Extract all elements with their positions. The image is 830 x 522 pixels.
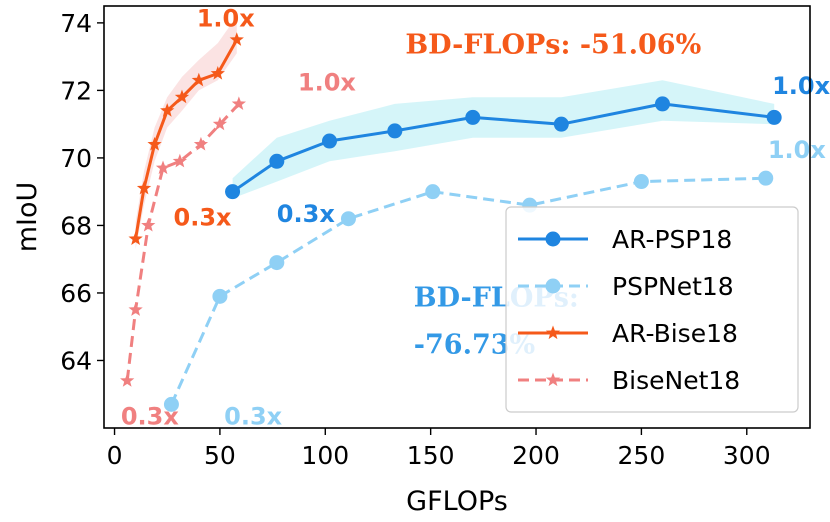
multiplier-annotation: 0.3x bbox=[121, 403, 180, 431]
bisenet18-point bbox=[155, 160, 171, 175]
legend-marker bbox=[545, 231, 561, 247]
y-tick-label: 74 bbox=[60, 9, 92, 38]
pspnet18-point bbox=[269, 255, 285, 271]
series-markers bbox=[120, 32, 782, 412]
y-tick-label: 72 bbox=[60, 76, 92, 105]
legend-marker bbox=[545, 372, 561, 387]
x-axis-title: GFLOPs bbox=[406, 486, 508, 517]
bisenet18-point bbox=[212, 116, 228, 131]
x-axis-ticks: 0 50 100 150 200 250 300 bbox=[107, 428, 771, 470]
pspnet18-point bbox=[425, 184, 441, 200]
x-tick-label: 200 bbox=[512, 441, 560, 470]
legend-box bbox=[505, 206, 799, 413]
pspnet18-point bbox=[758, 170, 774, 186]
legend-label: AR-PSP18 bbox=[612, 225, 732, 254]
x-tick-label: 150 bbox=[407, 441, 455, 470]
multiplier-annotation: 0.3x bbox=[174, 203, 233, 231]
ar-psp18-point bbox=[465, 109, 481, 125]
pspnet18-point bbox=[212, 288, 228, 304]
x-tick-label: 0 bbox=[107, 441, 123, 470]
multiplier-annotation: 1.0x bbox=[298, 68, 357, 96]
legend-label: AR-Bise18 bbox=[612, 319, 738, 348]
ar-bise18-line bbox=[134, 39, 239, 240]
ar-psp18-point bbox=[553, 116, 569, 132]
legend-label: PSPNet18 bbox=[612, 272, 734, 301]
ar-bise18-point bbox=[128, 231, 143, 246]
ar-bise18-point bbox=[136, 180, 152, 195]
bisenet18-point bbox=[128, 302, 143, 316]
multiplier-annotation: 1.0x bbox=[197, 4, 256, 32]
x-tick-label: 250 bbox=[618, 441, 666, 470]
pspnet18-point bbox=[340, 211, 356, 227]
legend-label: BiseNet18 bbox=[612, 366, 740, 395]
x-tick-label: 300 bbox=[723, 441, 771, 470]
y-tick-label: 66 bbox=[60, 279, 92, 308]
ar-psp18-point bbox=[387, 123, 403, 139]
ar-bise18-point bbox=[160, 103, 175, 117]
bisenet18-point bbox=[120, 373, 135, 387]
series-lines bbox=[125, 39, 775, 406]
x-tick-label: 100 bbox=[301, 441, 349, 470]
y-tick-label: 68 bbox=[60, 211, 92, 240]
ar-psp18-point bbox=[225, 184, 241, 200]
ar-bise18-point bbox=[191, 72, 206, 87]
multiplier-annotation: 1.0x bbox=[768, 136, 827, 164]
y-tick-label: 64 bbox=[60, 346, 92, 375]
ar-psp18-point bbox=[321, 133, 337, 149]
y-tick-label: 70 bbox=[60, 144, 92, 173]
ar-bise18-point bbox=[174, 89, 190, 104]
y-axis-title: mIoU bbox=[12, 182, 43, 253]
ar-psp18-line bbox=[231, 102, 775, 193]
bisenet18-point bbox=[141, 217, 156, 232]
ar-psp18-point bbox=[766, 109, 782, 125]
bisenet18-point bbox=[231, 96, 247, 110]
multiplier-annotation: 1.0x bbox=[772, 72, 830, 100]
x-tick-label: 50 bbox=[204, 441, 236, 470]
bisenet18-point bbox=[172, 153, 187, 168]
multiplier-annotation: 0.3x bbox=[277, 200, 336, 228]
multiplier-annotation: 0.3x bbox=[224, 403, 283, 431]
bisenet18-line bbox=[125, 102, 240, 381]
annotations: 1.0x 0.3x 1.0x 0.3x 0.3x 1.0x 0.3x 1.0x BD-FLOPs… bbox=[121, 4, 830, 430]
pspnet18-point bbox=[633, 174, 649, 190]
legend-marker bbox=[545, 325, 561, 340]
bd-flops-annotation: BD-FLOPs: -51.06% bbox=[405, 29, 701, 60]
plot-frame bbox=[103, 5, 811, 429]
ar-bise18-point bbox=[210, 66, 225, 80]
ar-bise18-point bbox=[229, 32, 244, 46]
ar-psp18-point bbox=[269, 153, 285, 169]
pspnet18-point bbox=[163, 396, 179, 412]
legend-marker bbox=[545, 278, 561, 294]
pspnet18-line bbox=[170, 176, 766, 406]
bisenet18-point bbox=[193, 136, 209, 151]
legend: AR-PSP18 PSPNet18 AR-Bise18 BiseNet18 bbox=[505, 206, 799, 413]
y-axis-ticks: 64 66 68 70 72 74 bbox=[60, 9, 104, 375]
ar-bise18-point bbox=[147, 136, 162, 151]
ar-psp18-point bbox=[654, 96, 670, 112]
